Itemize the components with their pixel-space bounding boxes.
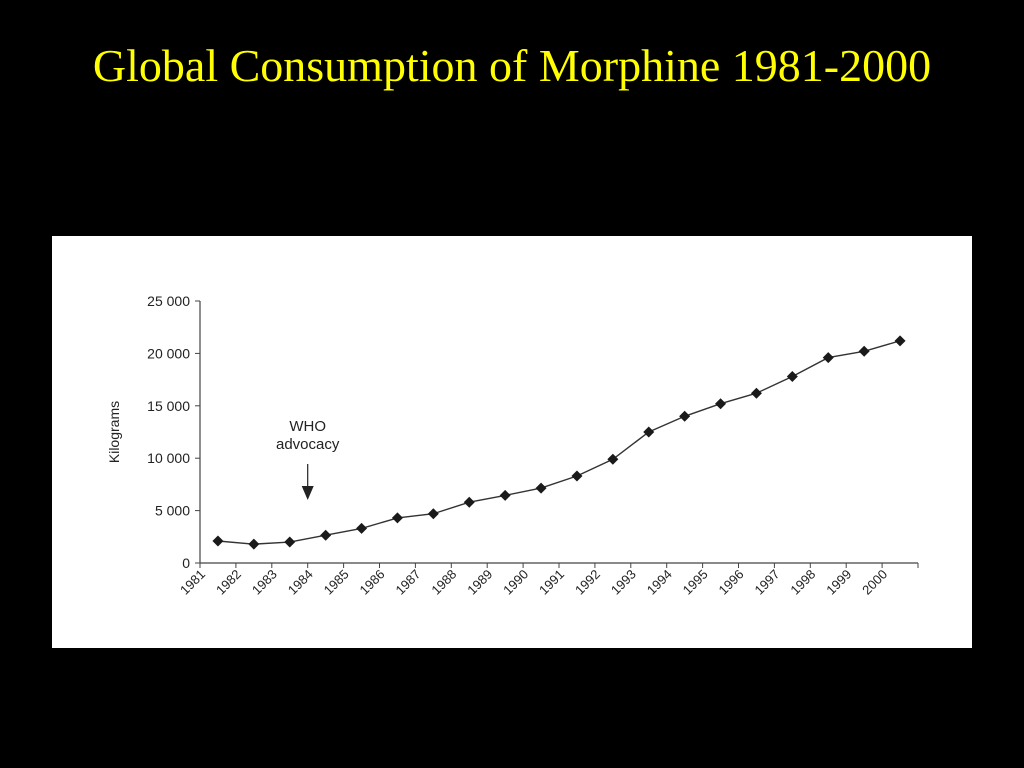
x-tick-label: 1999 [823,567,854,598]
annotation-text-line: advocacy [276,436,340,453]
chart-panel: 0 5 000 10 000 15 000 20 000 25 000 Kilograms 1… [52,236,972,648]
x-tick-label: 1986 [357,567,388,598]
x-tick-label: 1997 [751,567,782,598]
data-point [571,470,583,482]
data-point [858,345,870,357]
x-tick-label: 1998 [787,567,818,598]
data-point [427,508,439,520]
x-tick-label: 1987 [392,567,423,598]
y-tick-label: 5 000 [155,503,190,519]
y-tick-label: 0 [182,555,190,571]
data-point [786,370,798,382]
y-tick-label: 25 000 [147,293,190,309]
x-tick-label: 1982 [213,567,244,598]
data-point [391,512,403,524]
data-point [463,496,475,508]
data-point [356,522,368,534]
x-tick-label: 1992 [572,567,603,598]
x-tick-label: 1990 [500,567,531,598]
data-point [535,482,547,494]
x-tick-label: 1993 [608,567,639,598]
x-tick-label: 1988 [428,567,459,598]
y-tick-label: 10 000 [147,450,190,466]
y-axis-label: Kilograms [106,401,122,463]
y-tick-label: 20 000 [147,345,190,361]
data-point [607,453,619,465]
data-point [284,536,296,548]
data-point [212,535,224,547]
down-arrow-icon [301,486,314,500]
data-point [499,489,511,501]
data-point [679,410,691,422]
chart-ticks: 0 5 000 10 000 15 000 20 000 25 000 Kilograms 1… [106,293,919,598]
x-tick-label: 1983 [249,567,280,598]
x-tick-label: 1985 [321,567,352,598]
data-point [894,335,906,347]
data-point [643,426,655,438]
chart-series [212,335,906,550]
x-tick-label: 1991 [536,567,567,598]
x-tick-label: 1984 [285,567,316,598]
data-point [750,387,762,399]
y-tick-label: 15 000 [147,398,190,414]
x-tick-label: 1981 [177,567,208,598]
line-chart: 0 5 000 10 000 15 000 20 000 25 000 Kilograms 1… [106,293,919,598]
annotation-text-line: WHO [289,418,326,435]
x-tick-label: 2000 [859,567,890,598]
x-tick-label: 1995 [680,567,711,598]
data-point [715,398,727,410]
x-tick-label: 1994 [644,567,675,598]
slide-title: Global Consumption of Morphine 1981-2000 [92,40,932,91]
data-point [822,352,834,364]
x-tick-label: 1989 [464,567,495,598]
x-tick-label: 1996 [716,567,747,598]
data-point [248,538,260,550]
data-point [320,529,332,541]
series-line [217,340,901,545]
